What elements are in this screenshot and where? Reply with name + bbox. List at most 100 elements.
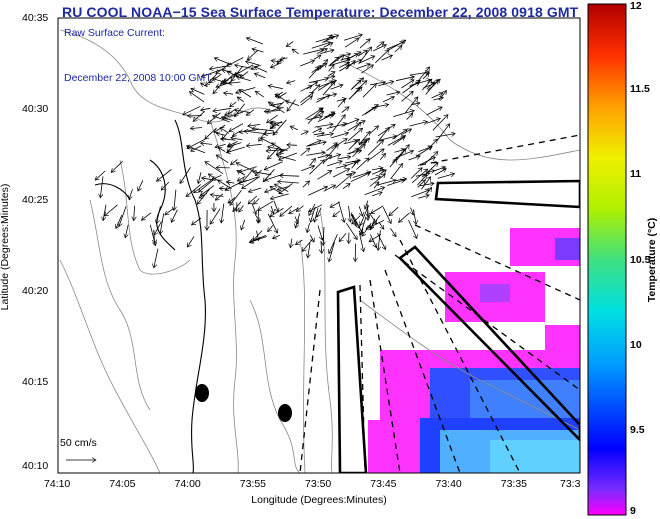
current-vector bbox=[381, 55, 393, 61]
current-vector bbox=[346, 222, 357, 239]
current-vector bbox=[253, 198, 260, 205]
current-vector bbox=[367, 140, 384, 156]
current-vector bbox=[333, 210, 341, 217]
colorbar bbox=[587, 3, 627, 516]
current-vector bbox=[323, 185, 336, 192]
current-vector bbox=[404, 97, 418, 114]
current-vector bbox=[287, 145, 297, 146]
current-vector bbox=[408, 219, 417, 239]
current-vector bbox=[389, 206, 399, 216]
current-vector bbox=[223, 111, 243, 118]
x-tick-label: 73:55 bbox=[239, 478, 267, 490]
current-vector bbox=[187, 146, 206, 154]
current-vector bbox=[268, 225, 274, 231]
current-vector bbox=[226, 146, 245, 153]
current-vector bbox=[230, 101, 237, 107]
current-vector bbox=[358, 56, 375, 64]
station-marker bbox=[278, 404, 292, 422]
current-vector bbox=[267, 107, 284, 112]
current-vector bbox=[392, 137, 405, 146]
current-vector bbox=[138, 180, 144, 191]
current-vector bbox=[239, 205, 244, 213]
current-vector bbox=[343, 140, 358, 145]
current-vector bbox=[372, 192, 382, 197]
current-vector bbox=[255, 91, 264, 98]
current-vector bbox=[390, 164, 403, 180]
current-vector bbox=[382, 97, 394, 103]
current-vector bbox=[387, 136, 406, 146]
current-vector bbox=[348, 139, 360, 150]
current-vector bbox=[193, 111, 205, 121]
current-vector bbox=[300, 131, 308, 136]
current-vector bbox=[254, 67, 268, 73]
current-vector bbox=[368, 212, 377, 224]
current-vector bbox=[307, 140, 321, 147]
current-vector bbox=[191, 145, 202, 151]
y-tick-label: 40:20 bbox=[22, 285, 49, 297]
current-vector bbox=[222, 132, 228, 140]
current-vector bbox=[290, 126, 298, 131]
current-vector bbox=[149, 224, 155, 246]
current-vector bbox=[371, 168, 383, 170]
current-vector bbox=[213, 107, 232, 111]
current-vector bbox=[191, 89, 205, 95]
current-vector bbox=[309, 160, 324, 175]
current-vector bbox=[312, 128, 322, 133]
current-vector bbox=[309, 158, 315, 167]
current-vector bbox=[422, 73, 429, 80]
current-vector bbox=[376, 42, 385, 48]
current-vector bbox=[401, 91, 414, 102]
current-vector bbox=[277, 56, 285, 64]
current-vector bbox=[174, 189, 176, 211]
current-vector bbox=[199, 179, 214, 192]
current-vector bbox=[285, 101, 300, 106]
current-vector bbox=[278, 92, 287, 99]
colorbar-tick-label: 11.5 bbox=[630, 83, 650, 96]
current-vector bbox=[243, 168, 255, 182]
sst-patch bbox=[490, 440, 580, 473]
current-vector bbox=[232, 130, 241, 136]
current-vector bbox=[339, 233, 347, 241]
current-vector bbox=[365, 200, 368, 210]
current-vector bbox=[378, 230, 380, 250]
current-vector bbox=[216, 133, 225, 135]
current-vector bbox=[327, 71, 335, 77]
current-vector bbox=[280, 205, 293, 216]
current-vector bbox=[273, 119, 287, 135]
current-vector bbox=[222, 70, 232, 72]
current-vector bbox=[134, 205, 135, 221]
current-vector bbox=[278, 181, 299, 183]
current-vector bbox=[208, 174, 219, 182]
current-vector bbox=[386, 92, 400, 96]
current-vector bbox=[344, 38, 359, 48]
current-vector bbox=[424, 152, 438, 165]
current-vector bbox=[352, 144, 365, 158]
current-vector bbox=[229, 123, 244, 132]
current-vector bbox=[100, 176, 104, 198]
current-vector bbox=[237, 170, 246, 176]
current-vector bbox=[111, 160, 123, 172]
current-vector bbox=[270, 193, 289, 199]
current-vector bbox=[377, 232, 386, 250]
current-vector bbox=[103, 204, 107, 221]
current-vector bbox=[382, 207, 391, 223]
bathymetry-contours bbox=[59, 29, 580, 473]
current-vector bbox=[154, 221, 162, 235]
current-vector bbox=[411, 169, 428, 184]
colorbar-tick-label: 11 bbox=[630, 168, 642, 181]
current-vector bbox=[409, 122, 428, 127]
current-vector bbox=[401, 80, 414, 89]
current-vector bbox=[430, 139, 437, 147]
current-vector bbox=[343, 162, 357, 167]
current-vector bbox=[224, 93, 234, 94]
x-tick-label: 73:50 bbox=[305, 478, 332, 490]
current-vector bbox=[306, 152, 325, 156]
current-vector bbox=[220, 127, 230, 134]
current-vector bbox=[249, 236, 267, 243]
current-vector bbox=[223, 74, 234, 84]
current-vector bbox=[392, 148, 407, 163]
current-vector bbox=[426, 107, 442, 116]
current-vector bbox=[375, 50, 389, 64]
current-vector bbox=[265, 187, 276, 192]
current-vector bbox=[364, 187, 385, 196]
